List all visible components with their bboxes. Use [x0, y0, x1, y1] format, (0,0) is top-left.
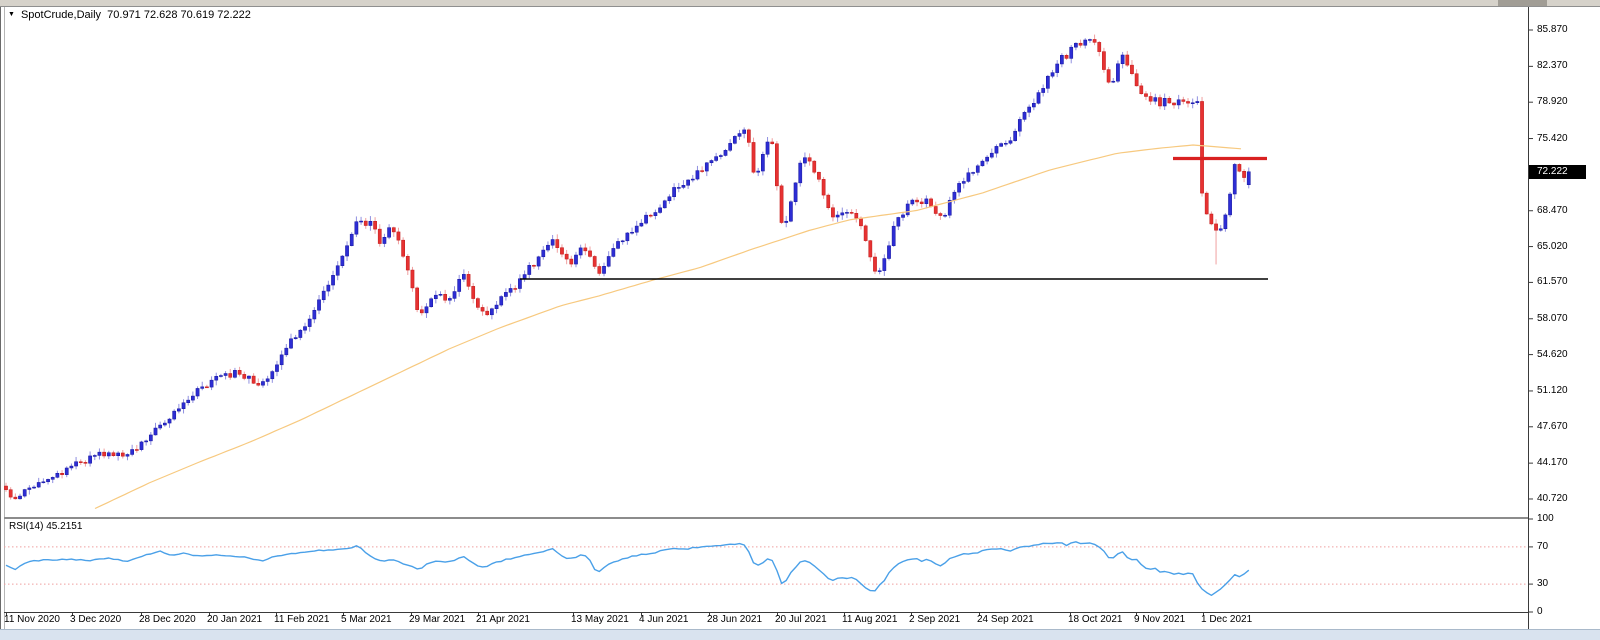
price-axis-label: 65.020 — [1537, 240, 1568, 252]
price-axis-label: 82.370 — [1537, 60, 1568, 72]
time-axis-label: 18 Oct 2021 — [1068, 614, 1123, 625]
time-axis-label: 11 Feb 2021 — [274, 614, 330, 625]
time-axis-label: 1 Dec 2021 — [1201, 614, 1253, 625]
price-axis-label: 58.070 — [1537, 312, 1568, 324]
rsi-indicator-label: RSI(14) 45.2151 — [9, 521, 83, 532]
time-axis-label: 2 Sep 2021 — [909, 614, 961, 625]
time-axis-label: 24 Sep 2021 — [977, 614, 1034, 625]
price-axis-label: 75.420 — [1537, 132, 1568, 144]
rsi-value: 45.2151 — [46, 521, 83, 532]
price-axis-label: 51.120 — [1537, 384, 1568, 396]
symbol-collapse-icon[interactable]: ▼ — [8, 11, 15, 18]
rsi-axis-label: 0 — [1537, 606, 1543, 617]
time-axis-label: 11 Aug 2021 — [842, 614, 898, 625]
price-axis-label: 85.870 — [1537, 24, 1568, 35]
time-axis-label: 21 Apr 2021 — [476, 614, 530, 625]
window-left-border — [0, 7, 1, 629]
time-axis-label: 9 Nov 2021 — [1134, 614, 1186, 625]
time-axis-label: 5 Mar 2021 — [341, 614, 392, 625]
time-axis-label: 29 Mar 2021 — [409, 614, 466, 625]
chart-header: ▼ SpotCrude,Daily 70.971 72.628 70.619 72… — [8, 9, 251, 21]
rsi-axis-label: 30 — [1537, 578, 1549, 590]
time-axis-label: 20 Jul 2021 — [775, 614, 827, 625]
price-axis-label: 47.670 — [1537, 420, 1568, 432]
bottom-panel — [0, 629, 1600, 640]
time-axis-label: 28 Dec 2020 — [139, 614, 196, 625]
chart-left-border — [4, 7, 5, 629]
price-axis-label: 61.570 — [1537, 276, 1568, 288]
time-axis-label: 20 Jan 2021 — [207, 614, 263, 625]
time-axis-label: 3 Dec 2020 — [70, 614, 122, 625]
price-axis-label: 78.920 — [1537, 96, 1568, 108]
top-scrollbar[interactable] — [0, 0, 1600, 7]
time-axis-label: 4 Jun 2021 — [639, 614, 689, 625]
scrollbar-thumb[interactable] — [1498, 0, 1547, 6]
rsi-axis-label: 100 — [1537, 513, 1554, 524]
current-price-badge: 72.222 — [1529, 165, 1586, 179]
time-axis-label: 13 May 2021 — [571, 614, 629, 625]
price-axis-label: 44.170 — [1537, 457, 1568, 469]
rsi-axis-label: 70 — [1537, 540, 1549, 552]
time-axis-label: 11 Nov 2020 — [4, 614, 60, 625]
ohlc-readout: 70.971 72.628 70.619 72.222 — [107, 9, 251, 21]
price-axis-label: 68.470 — [1537, 204, 1568, 216]
time-axis-label: 28 Jun 2021 — [707, 614, 763, 625]
price-axis-label: 54.620 — [1537, 348, 1568, 360]
price-axis-label: 40.720 — [1537, 492, 1568, 504]
symbol-title: SpotCrude,Daily — [20, 9, 102, 21]
